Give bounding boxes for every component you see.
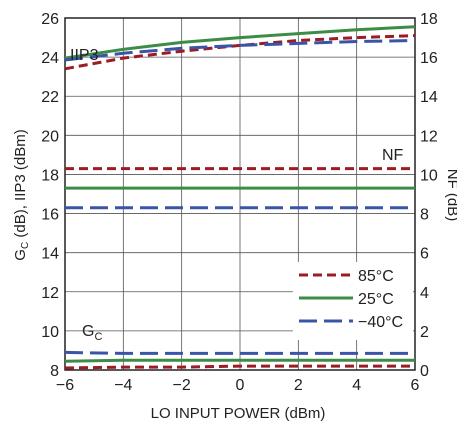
x-tick-label: 2 xyxy=(294,377,303,394)
y-right-tick-label: 4 xyxy=(420,285,429,302)
x-tick-label: 6 xyxy=(411,377,420,394)
y-left-tick-label: 10 xyxy=(41,324,59,341)
y-left-tick-label: 18 xyxy=(41,167,59,184)
x-tick-label: 4 xyxy=(352,377,361,394)
series-line xyxy=(64,39,416,62)
y-right-tick-label: 8 xyxy=(420,207,429,224)
y-right-tick-label: 2 xyxy=(420,324,429,341)
x-tick-label: −4 xyxy=(114,377,132,394)
series-line xyxy=(64,364,415,370)
y-left-tick-label: 22 xyxy=(41,89,59,106)
x-tick-label: −6 xyxy=(56,377,74,394)
y-right-tick-label: 6 xyxy=(420,246,429,263)
legend-label: −40°C xyxy=(358,314,403,331)
y-right-tick-label: 12 xyxy=(420,128,438,145)
y-left-tick-label: 20 xyxy=(41,128,59,145)
x-tick-label: −2 xyxy=(173,377,191,394)
annotation-nf: NF xyxy=(382,147,404,164)
series-line xyxy=(64,350,415,355)
annotation-gc: GC xyxy=(82,323,102,343)
legend: 85°C 25°C −40°C xyxy=(293,262,413,340)
y-left-tick-label: 8 xyxy=(50,363,59,380)
y-axis-label-right: NF (dB) xyxy=(444,169,457,222)
series-line xyxy=(64,25,416,60)
y-left-tick-label: 12 xyxy=(41,285,59,302)
grid xyxy=(65,18,415,370)
series-lines xyxy=(64,25,416,370)
y-right-tick-label: 10 xyxy=(420,167,438,184)
legend-label: 85°C xyxy=(358,268,394,285)
y-right-tick-label: 16 xyxy=(420,50,438,67)
y-left-tick-label: 26 xyxy=(41,11,59,28)
plot-frame xyxy=(64,17,416,371)
y-right-tick-label: 18 xyxy=(420,11,438,28)
y-right-tick-label: 0 xyxy=(420,363,429,380)
y-left-tick-label: 24 xyxy=(41,50,59,67)
annotation-iip3: IIP3 xyxy=(70,47,99,64)
y-axis-label-left: GC (dB), IIP3 (dBm) xyxy=(12,129,31,260)
x-tick-label: 0 xyxy=(236,377,245,394)
y-left-tick-label: 14 xyxy=(41,246,59,263)
series-line xyxy=(64,358,415,363)
y-left-tick-label: 16 xyxy=(41,207,59,224)
x-axis-label: LO INPUT POWER (dBm) xyxy=(151,405,326,422)
ticks: −6 −4 −2 0 2 4 6810121416182022242602468101214… xyxy=(41,11,438,394)
legend-label: 25°C xyxy=(358,291,394,308)
y-right-tick-label: 14 xyxy=(420,89,438,106)
